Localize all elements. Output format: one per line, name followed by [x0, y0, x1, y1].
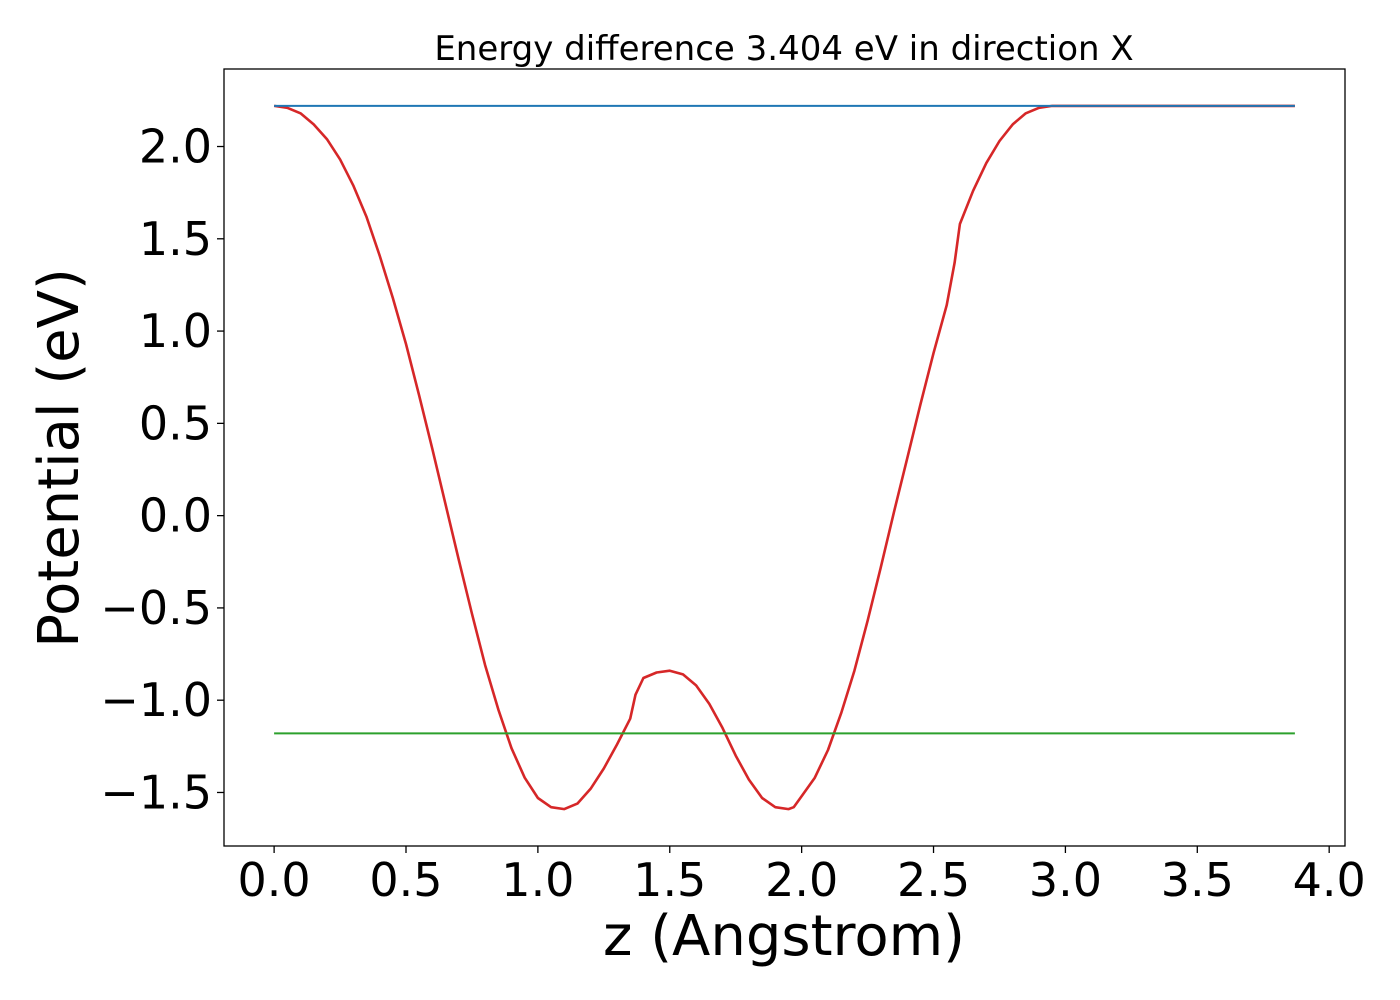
x-axis: 0.0 0.5 1.0 1.5 2.0 2.5 3.0 3.5 4.0: [238, 846, 1366, 907]
y-tick-label: 1.0: [139, 304, 212, 358]
x-tick-label: 4.0: [1293, 853, 1366, 907]
series-line-1: [273, 104, 1295, 811]
y-tick-label: 0.0: [139, 489, 212, 543]
x-tick-label: 1.0: [501, 853, 574, 907]
plot-area: [273, 104, 1295, 811]
y-tick-label: −1.5: [100, 765, 212, 819]
x-tick-label: 0.0: [238, 853, 311, 907]
x-tick-label: 2.5: [897, 853, 970, 907]
x-tick-label: 0.5: [369, 853, 442, 907]
x-tick-label: 2.0: [765, 853, 838, 907]
y-tick-label: −0.5: [100, 581, 212, 635]
x-tick-label: 3.5: [1161, 853, 1234, 907]
plot-frame: [223, 68, 1346, 847]
x-tick-label: 3.0: [1029, 853, 1102, 907]
y-axis-title: Potential (eV): [27, 268, 92, 648]
y-axis: −1.5 −1.0 −0.5 0.0 0.5 1.0 1.5 2.0: [100, 120, 224, 819]
y-tick-label: 2.0: [139, 120, 212, 174]
chart-title: Energy difference 3.404 eV in direction …: [434, 29, 1133, 69]
y-tick-label: −1.0: [100, 673, 212, 727]
y-tick-label: 1.5: [139, 212, 212, 266]
y-tick-label: 0.5: [139, 396, 212, 450]
x-tick-label: 1.5: [633, 853, 706, 907]
x-axis-title: z (Angstrom): [603, 904, 965, 969]
